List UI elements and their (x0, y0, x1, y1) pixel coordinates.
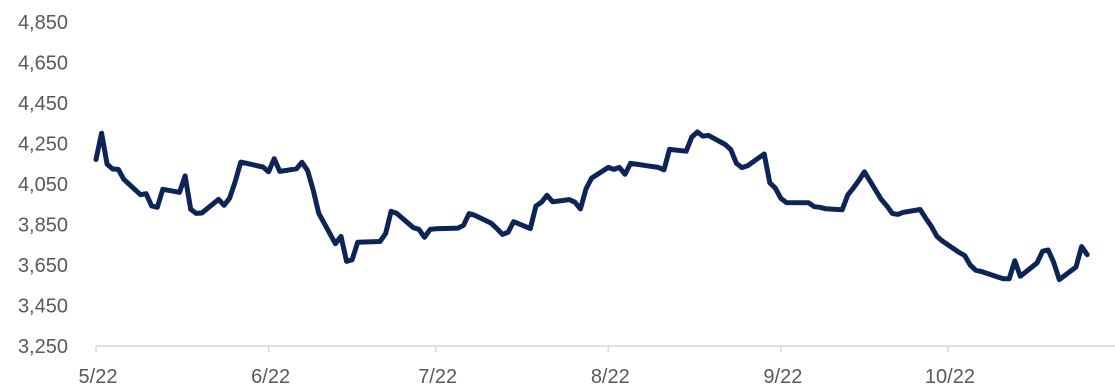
x-tick-label: 5/22 (79, 366, 118, 388)
y-tick-label: 4,250 (18, 134, 68, 156)
y-tick-label: 4,650 (18, 53, 68, 75)
y-tick-label: 4,450 (18, 93, 68, 115)
y-tick-label: 4,050 (18, 174, 68, 196)
x-tick-label: 10/22 (925, 366, 975, 388)
y-axis-labels: 3,250 3,450 3,650 3,850 4,050 4,250 4,450 4,650… (18, 12, 68, 358)
x-tick-label: 6/22 (251, 366, 290, 388)
y-tick-label: 4,850 (18, 12, 68, 34)
x-tick-label: 8/22 (591, 366, 630, 388)
x-tick-label: 9/22 (763, 366, 802, 388)
x-axis-labels: 5/22 6/22 7/22 8/22 9/22 10/22 (79, 366, 975, 388)
y-tick-label: 3,450 (18, 296, 68, 318)
y-tick-label: 3,250 (18, 336, 68, 358)
y-tick-label: 3,850 (18, 215, 68, 237)
x-tick-label: 7/22 (418, 366, 457, 388)
y-tick-label: 3,650 (18, 255, 68, 277)
x-axis-ticks (95, 346, 949, 352)
series-line (93, 129, 1090, 283)
